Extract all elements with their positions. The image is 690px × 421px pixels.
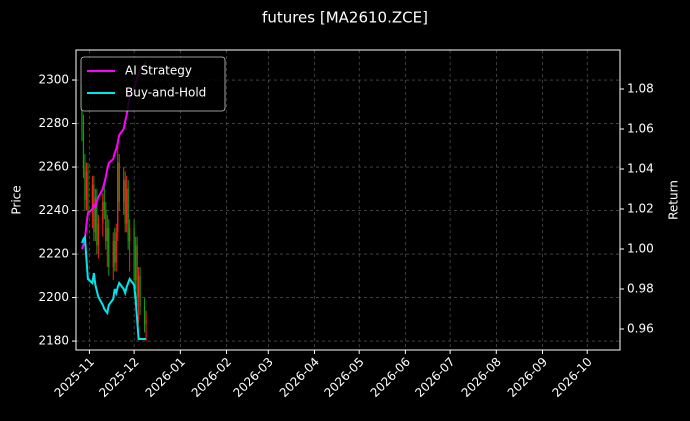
x-tick-label: 2026-03 xyxy=(231,355,276,400)
x-tick-label: 2026-08 xyxy=(459,355,504,400)
candle-body xyxy=(81,101,83,133)
candle-body xyxy=(126,188,128,224)
candle-body xyxy=(135,245,137,281)
candle-body xyxy=(124,180,126,224)
series-line xyxy=(81,234,147,340)
y2-tick-label: 1.00 xyxy=(627,242,654,256)
y2-axis-label: Return xyxy=(667,180,681,220)
candle-body xyxy=(114,241,116,263)
candle-body xyxy=(84,167,86,200)
candle-body xyxy=(85,171,88,200)
y-tick-label: 2220 xyxy=(38,247,69,261)
x-tick-label: 2025-11 xyxy=(52,355,97,400)
legend-label: AI Strategy xyxy=(125,64,192,78)
y2-tick-label: 1.08 xyxy=(627,82,654,96)
x-tick-label: 2026-09 xyxy=(505,355,550,400)
x-tick-label: 2026-02 xyxy=(189,355,234,400)
candle-body xyxy=(129,227,131,242)
plot-frame xyxy=(75,49,621,351)
x-tick-label: 2026-01 xyxy=(143,355,188,400)
candle-body xyxy=(115,232,117,263)
y-tick-label: 2300 xyxy=(38,73,69,87)
candle-body xyxy=(91,184,93,211)
candle-body xyxy=(117,162,119,233)
candle-body xyxy=(102,201,104,224)
candle-body xyxy=(127,188,129,242)
candle-body xyxy=(94,197,96,233)
x-tick-label: 2025-12 xyxy=(96,355,141,400)
candle-body xyxy=(103,201,105,211)
x-tick-label: 2026-10 xyxy=(549,355,594,400)
candle-body xyxy=(139,275,141,307)
legend-label: Buy-and-Hold xyxy=(125,86,206,100)
candle-body xyxy=(96,197,98,246)
candle-body xyxy=(82,132,85,168)
candle-body xyxy=(108,227,110,268)
y-tick-label: 2260 xyxy=(38,160,69,174)
candle-body xyxy=(112,241,114,268)
candle-body xyxy=(93,184,95,233)
y-tick-label: 2280 xyxy=(38,116,69,130)
candle-body xyxy=(106,227,108,242)
y2-tick-label: 1.06 xyxy=(627,122,654,136)
y-tick-label: 2240 xyxy=(38,203,69,217)
x-tick-label: 2026-05 xyxy=(321,355,366,400)
candle-body xyxy=(136,245,138,298)
candle-body xyxy=(118,162,120,202)
legend-box xyxy=(80,56,226,112)
chart-title: futures [MA2610.ZCE] xyxy=(262,9,428,27)
candle-body xyxy=(145,319,147,324)
candle-body xyxy=(143,306,146,324)
y2-tick-label: 0.96 xyxy=(627,322,654,336)
y2-tick-label: 0.98 xyxy=(627,282,654,296)
candle-body xyxy=(87,171,89,211)
y-axis-label: Price xyxy=(10,185,24,214)
x-tick-label: 2026-06 xyxy=(368,355,413,400)
y-tick-label: 2200 xyxy=(38,290,69,304)
candle-body xyxy=(133,227,135,281)
candle-body xyxy=(97,223,99,246)
y2-tick-label: 1.04 xyxy=(627,162,654,176)
y2-tick-label: 1.02 xyxy=(627,202,654,216)
x-tick-label: 2026-04 xyxy=(277,355,322,400)
candle-body xyxy=(137,275,140,298)
x-tick-label: 2026-07 xyxy=(412,355,457,400)
y-tick-label: 2180 xyxy=(38,334,69,348)
candle-body xyxy=(123,180,125,202)
candle-body xyxy=(105,210,107,242)
